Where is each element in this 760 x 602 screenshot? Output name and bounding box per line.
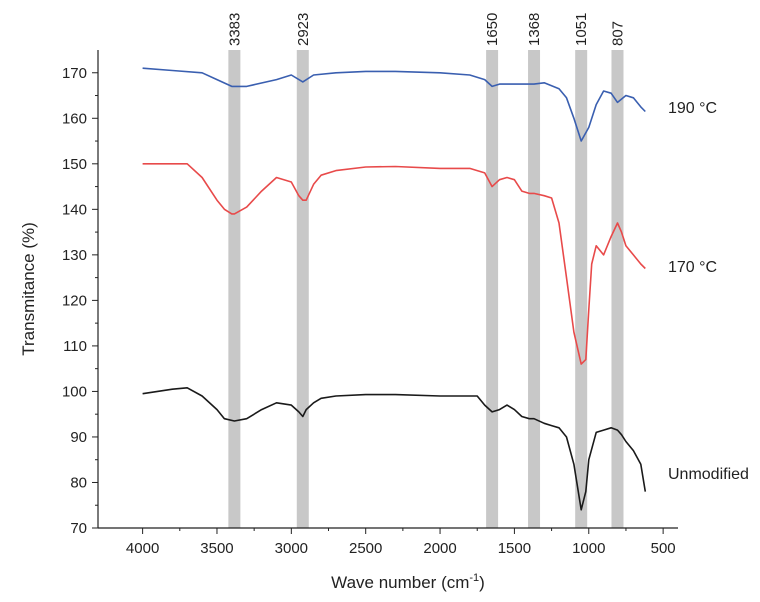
band-layer: 3383 2923 1650 1368 1051 807 (226, 13, 626, 528)
series-label: Unmodified (668, 466, 749, 483)
y-axis-title: Transmitance (%) (19, 222, 38, 356)
y-tick-label: 110 (63, 338, 87, 355)
series-label: 170 °C (668, 259, 717, 276)
axes-layer: 70 80 90 100 110 120 130 140 150 160 170 4000 3500 30… (19, 50, 678, 592)
series-line-2 (142, 386, 647, 511)
y-tick-label: 170 (62, 65, 87, 82)
series-label: 190 °C (668, 100, 717, 117)
y-tick-label: 140 (62, 201, 87, 218)
y-tick-label: 100 (62, 383, 87, 400)
x-tick-label: 4000 (126, 540, 159, 557)
x-tick-label: 500 (651, 540, 676, 557)
band-label: 3383 (226, 13, 243, 46)
x-tick-label: 2000 (423, 540, 456, 557)
series-line-1 (142, 163, 646, 365)
x-tick-label: 1500 (498, 540, 531, 557)
band-label: 1051 (573, 13, 590, 46)
band-label: 807 (609, 21, 626, 46)
y-tick-label: 120 (62, 292, 87, 309)
band-807 (611, 50, 624, 528)
y-tick-label: 160 (62, 110, 87, 127)
x-tick-label: 1000 (572, 540, 605, 557)
band-2923 (296, 50, 309, 528)
x-axis-title-main: Wave number (cm (331, 573, 469, 592)
y-tick-label: 70 (70, 520, 87, 537)
y-tick-label: 80 (70, 474, 87, 491)
band-label: 1650 (484, 13, 501, 46)
x-axis-title-sup: -1 (469, 572, 479, 584)
band-1368 (528, 50, 541, 528)
x-tick-label: 2500 (349, 540, 382, 557)
y-tick-label: 90 (70, 429, 87, 446)
x-axis-title-end: ) (479, 573, 485, 592)
y-tick-label: 150 (62, 156, 87, 173)
x-axis-title: Wave number (cm-1) (331, 572, 485, 592)
series-layer: 190 °C 170 °C Unmodified (142, 67, 749, 511)
band-label: 2923 (295, 13, 312, 46)
y-tick-label: 130 (62, 247, 87, 264)
band-label: 1368 (526, 13, 543, 46)
x-tick-label: 3000 (275, 540, 308, 557)
band-3383 (228, 50, 241, 528)
band-1650 (486, 50, 499, 528)
series-line-0 (142, 67, 646, 142)
band-1051 (575, 50, 588, 528)
x-tick-label: 3500 (200, 540, 233, 557)
